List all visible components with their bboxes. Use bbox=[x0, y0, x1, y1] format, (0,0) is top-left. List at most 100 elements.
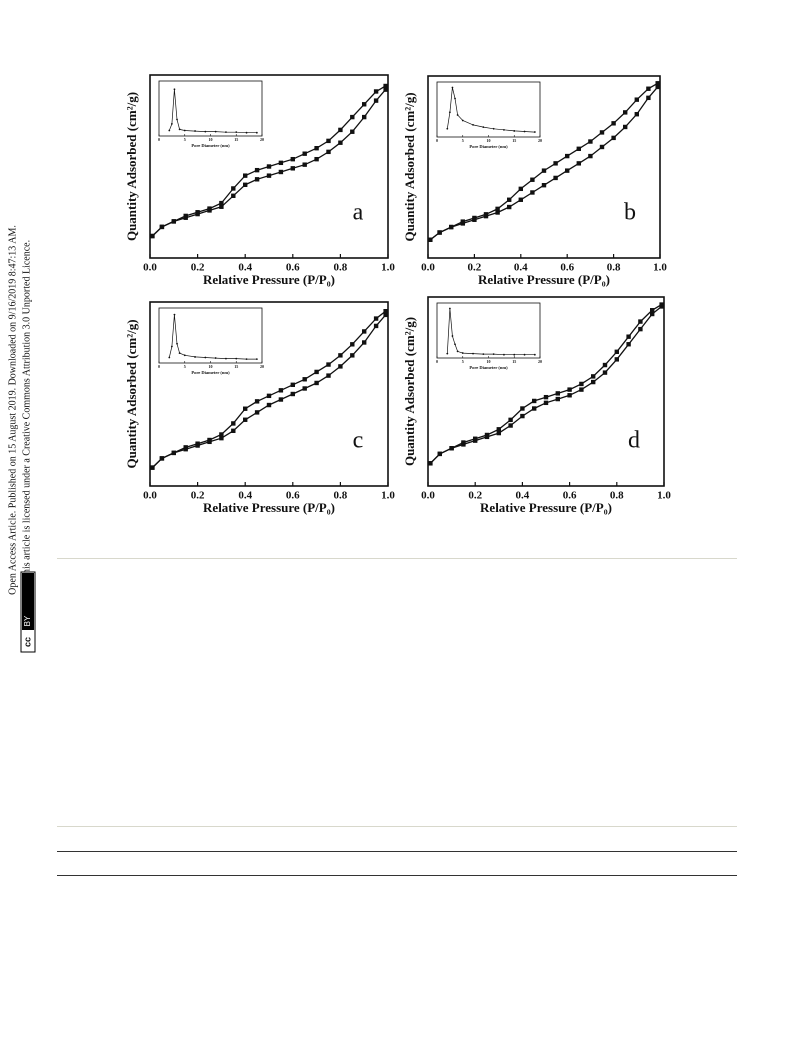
data-point bbox=[611, 121, 616, 126]
data-point bbox=[290, 156, 295, 162]
x-tick-label: 0.6 bbox=[563, 490, 577, 502]
data-point bbox=[565, 168, 570, 173]
data-point bbox=[461, 119, 464, 122]
x-tick-label: 0.2 bbox=[191, 262, 205, 274]
y-axis-label: Quantity Adsorbed (cm²/g) bbox=[402, 92, 417, 241]
data-point bbox=[326, 362, 331, 367]
x-tick-label: 1.0 bbox=[657, 490, 671, 502]
x-tick-label: 10 bbox=[209, 137, 213, 142]
data-point bbox=[373, 323, 379, 329]
data-point bbox=[461, 440, 466, 445]
data-point bbox=[245, 358, 248, 361]
data-point bbox=[650, 308, 655, 313]
data-point bbox=[579, 381, 584, 387]
data-point bbox=[602, 370, 608, 375]
x-tick-label: 1.0 bbox=[653, 262, 667, 274]
data-point bbox=[170, 123, 173, 125]
data-point bbox=[350, 342, 355, 347]
x-tick-label: 0.6 bbox=[560, 262, 574, 274]
x-tick-label: 5 bbox=[184, 137, 186, 142]
data-point bbox=[530, 177, 535, 182]
x-tick-label: 0 bbox=[436, 138, 438, 143]
data-point bbox=[555, 396, 560, 402]
side-note-line2: This article is licensed under a Creativ… bbox=[21, 240, 32, 580]
data-point bbox=[302, 151, 307, 156]
data-point bbox=[255, 358, 258, 361]
x-tick-label: 0 bbox=[158, 364, 160, 369]
data-point bbox=[576, 146, 581, 151]
data-point bbox=[567, 387, 572, 392]
x-axis-label: Pore Diameter (nm) bbox=[191, 370, 230, 375]
data-point bbox=[150, 233, 155, 239]
data-point bbox=[338, 364, 343, 369]
x-tick-label: 10 bbox=[209, 364, 213, 369]
data-point bbox=[290, 166, 295, 171]
y-label-group: Quantity Adsorbed (cm²/g) bbox=[124, 319, 139, 468]
data-point bbox=[168, 129, 171, 132]
data-point bbox=[195, 210, 200, 215]
data-point bbox=[326, 138, 331, 144]
data-point bbox=[383, 312, 388, 318]
x-axis-label: Pore Diameter (nm) bbox=[191, 143, 230, 148]
data-point bbox=[178, 352, 181, 354]
data-point bbox=[243, 406, 248, 411]
data-point bbox=[373, 98, 379, 103]
data-point bbox=[362, 102, 367, 107]
x-tick-label: 0.8 bbox=[334, 490, 348, 502]
data-point bbox=[428, 461, 433, 466]
data-point bbox=[530, 190, 535, 195]
data-point bbox=[225, 357, 227, 360]
data-point bbox=[513, 353, 516, 356]
data-point bbox=[195, 441, 200, 446]
x-tick-label: 0.6 bbox=[286, 262, 300, 274]
data-point bbox=[626, 342, 631, 347]
x-tick-label: 0.0 bbox=[421, 262, 435, 274]
data-point bbox=[373, 316, 379, 321]
data-point bbox=[503, 128, 505, 131]
y-label-group: Quantity Adsorbed (cm²/g) bbox=[402, 317, 417, 466]
data-point bbox=[446, 127, 449, 130]
data-point bbox=[523, 353, 526, 356]
data-point bbox=[482, 353, 485, 356]
data-point bbox=[338, 127, 343, 133]
data-point bbox=[543, 394, 549, 400]
data-point bbox=[350, 129, 355, 134]
data-point bbox=[659, 302, 664, 307]
data-point bbox=[302, 386, 307, 391]
data-point bbox=[543, 400, 549, 406]
side-note: This article is licensed under a Creativ… bbox=[21, 240, 32, 580]
side-note-line1: Open Access Article. Published on 15 Aug… bbox=[7, 225, 18, 595]
data-point bbox=[362, 329, 367, 334]
x-tick-label: 0.4 bbox=[238, 490, 252, 502]
data-point bbox=[555, 391, 560, 396]
data-point bbox=[173, 313, 176, 316]
data-point bbox=[473, 436, 478, 441]
x-tick-label: 20 bbox=[538, 138, 542, 143]
data-point bbox=[338, 140, 343, 145]
data-point bbox=[231, 421, 236, 426]
data-point bbox=[214, 357, 217, 359]
x-tick-label: 0.0 bbox=[421, 490, 435, 502]
data-point bbox=[541, 168, 547, 173]
badge-by: BY bbox=[23, 615, 32, 626]
data-point bbox=[567, 393, 572, 398]
data-point bbox=[207, 206, 212, 211]
x-tick-label: 15 bbox=[512, 138, 516, 143]
data-point bbox=[638, 319, 643, 324]
badge-fill bbox=[22, 573, 34, 630]
y-axis-label: Quantity Adsorbed (cm²/g) bbox=[402, 317, 417, 466]
data-point bbox=[362, 114, 367, 120]
data-point bbox=[266, 393, 272, 399]
data-point bbox=[650, 311, 655, 317]
data-point bbox=[484, 432, 490, 438]
data-point bbox=[219, 204, 224, 209]
data-point bbox=[472, 124, 474, 126]
data-point bbox=[350, 353, 355, 358]
x-tick-label: 0.8 bbox=[607, 262, 621, 274]
data-point bbox=[225, 131, 227, 134]
data-point bbox=[495, 210, 500, 215]
data-point bbox=[611, 135, 616, 141]
data-point bbox=[523, 130, 526, 133]
data-point bbox=[170, 345, 173, 348]
